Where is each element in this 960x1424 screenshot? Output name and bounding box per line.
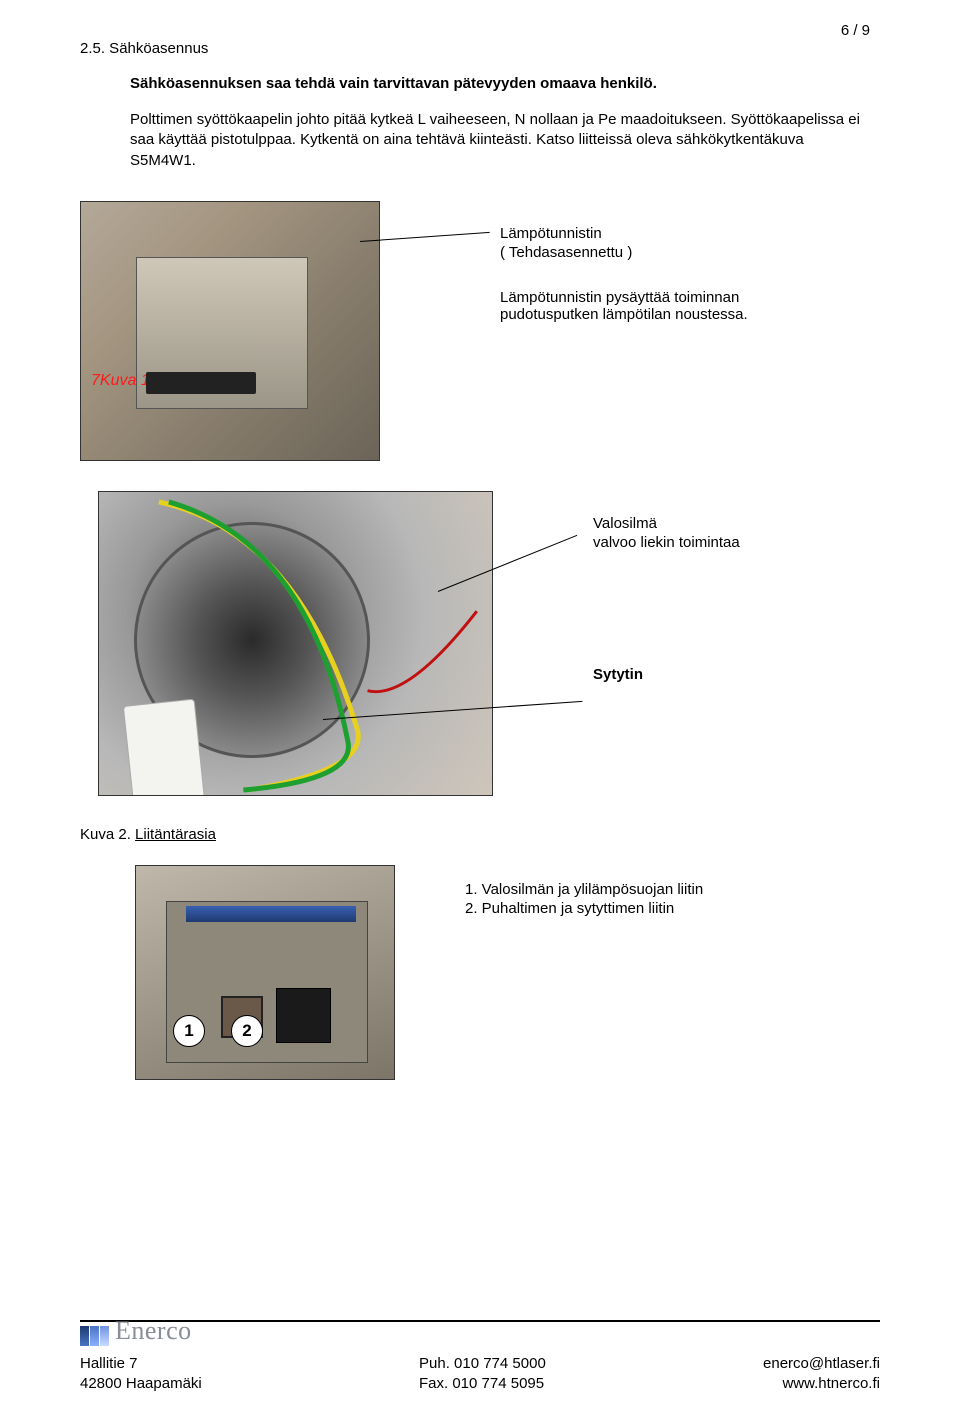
- body-paragraph: Polttimen syöttökaapelin johto pitää kyt…: [130, 110, 860, 171]
- figure-3-connector-2: [276, 988, 331, 1043]
- figure-1-overlay-text: 7Kuva 1.: [91, 372, 154, 390]
- figure-2-block: Valosilmä valvoo liekin toimintaa Sytyti…: [98, 491, 880, 796]
- figure-2-caption-underline: Liitäntärasia: [135, 826, 216, 843]
- page-number: 6 / 9: [841, 22, 870, 39]
- figure-1-label-line-2: ( Tehdasasennettu ): [500, 244, 820, 261]
- footer-address-2: 42800 Haapamäki: [80, 1374, 202, 1394]
- figure-3-list-1: 1. Valosilmän ja ylilämpösuojan liitin: [465, 881, 703, 898]
- figure-3-image-wrap: 1 2: [135, 865, 395, 1080]
- page-footer: Enerco Hallitie 7 42800 Haapamäki Puh. 0…: [80, 1320, 880, 1395]
- figure-3-topbar: [186, 906, 356, 922]
- figure-1-block: 7Kuva 1. Lämpötunnistin ( Tehdasasennett…: [80, 201, 880, 461]
- figure-3-badge-2: 2: [231, 1015, 263, 1047]
- figure-2-caption: Kuva 2. Liitäntärasia: [80, 826, 880, 843]
- figure-2-label1-line1: Valosilmä: [593, 515, 740, 532]
- figure-3-labels: 1. Valosilmän ja ylilämpösuojan liitin 2…: [465, 881, 703, 919]
- footer-col-1: Hallitie 7 42800 Haapamäki: [80, 1354, 202, 1395]
- figure-3-image: [135, 865, 395, 1080]
- footer-phone: Puh. 010 774 5000: [419, 1354, 546, 1374]
- footer-col-3: enerco@htlaser.fi www.htnerco.fi: [763, 1354, 880, 1395]
- footer-rule: [80, 1320, 880, 1322]
- figure-2-label2: Sytytin: [593, 666, 740, 683]
- figure-1-labels: Lämpötunnistin ( Tehdasasennettu ) Lämpö…: [500, 225, 820, 325]
- figure-3-badge-1: 1: [173, 1015, 205, 1047]
- intro-bold-paragraph: Sähköasennuksen saa tehdä vain tarvittav…: [130, 75, 880, 92]
- figure-2-wires-icon: [99, 492, 492, 795]
- figure-1-image: 7Kuva 1.: [80, 201, 380, 461]
- figure-3-list-2: 2. Puhaltimen ja sytyttimen liitin: [465, 900, 703, 917]
- figure-3-block: 1 2 1. Valosilmän ja ylilämpösuojan liit…: [135, 865, 880, 1080]
- section-heading: 2.5. Sähköasennus: [80, 40, 880, 57]
- figure-2-label1-line2: valvoo liekin toimintaa: [593, 534, 740, 551]
- footer-fax: Fax. 010 774 5095: [419, 1374, 546, 1394]
- figure-1-label-p2: Lämpötunnistin pysäyttää toiminnan pudot…: [500, 289, 820, 323]
- footer-address-1: Hallitie 7: [80, 1354, 202, 1374]
- footer-col-2: Puh. 010 774 5000 Fax. 010 774 5095: [419, 1354, 546, 1395]
- figure-2-caption-prefix: Kuva 2.: [80, 826, 135, 843]
- figure-2-image: [98, 491, 493, 796]
- footer-grid: Hallitie 7 42800 Haapamäki Puh. 010 774 …: [80, 1354, 880, 1395]
- figure-1-label-line-1: Lämpötunnistin: [500, 225, 820, 242]
- footer-logo-icon: [80, 1326, 109, 1346]
- figure-2-labels: Valosilmä valvoo liekin toimintaa Sytyti…: [593, 515, 740, 685]
- footer-email: enerco@htlaser.fi: [763, 1354, 880, 1374]
- footer-url: www.htnerco.fi: [763, 1374, 880, 1394]
- footer-logo-text: Enerco: [115, 1316, 192, 1346]
